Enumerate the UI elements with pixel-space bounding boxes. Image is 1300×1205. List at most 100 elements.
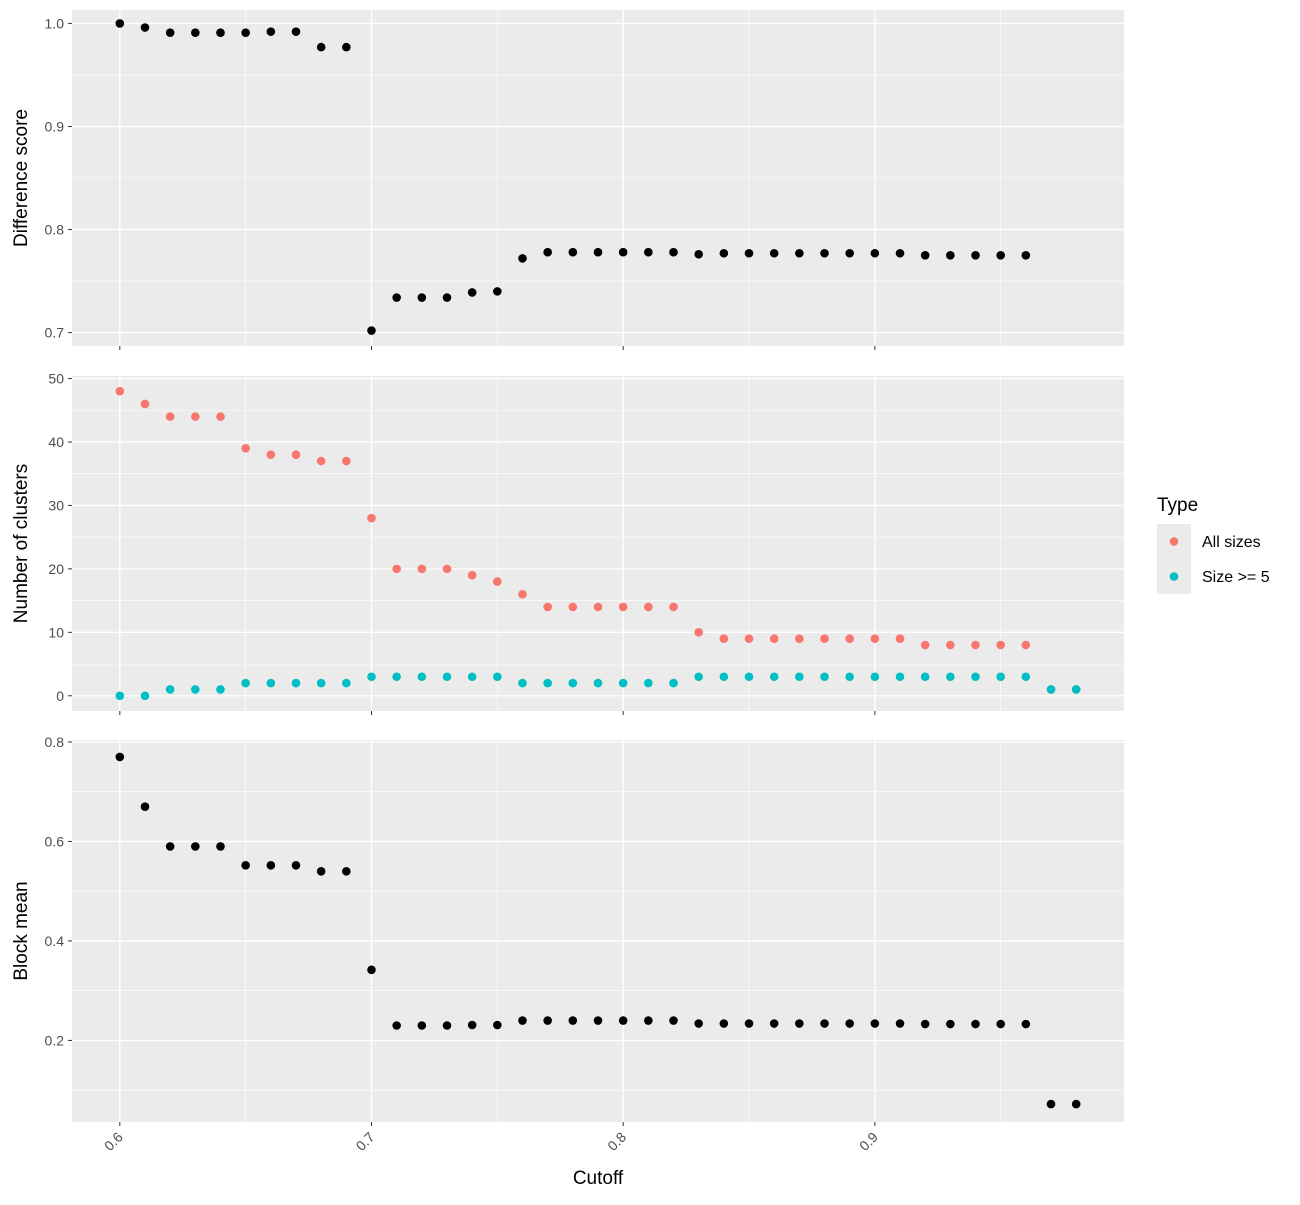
data-point (493, 672, 502, 682)
data-point (1046, 685, 1056, 694)
data-point (543, 247, 552, 257)
data-point (115, 19, 125, 28)
data-point (342, 42, 351, 52)
data-point (644, 1016, 653, 1025)
data-point (971, 251, 980, 260)
data-point (895, 1019, 905, 1028)
data-point (467, 288, 477, 297)
legend-title: Type (1157, 495, 1198, 516)
data-point (920, 640, 930, 650)
data-point (568, 602, 578, 612)
data-point (417, 1021, 427, 1030)
data-point (719, 248, 729, 258)
data-point (795, 672, 804, 682)
data-point (845, 672, 854, 682)
data-point (367, 965, 376, 975)
data-point (1046, 1099, 1056, 1109)
data-point (342, 456, 351, 466)
data-point (946, 1019, 955, 1029)
data-point (568, 1016, 578, 1025)
data-point (971, 640, 980, 650)
data-point (115, 752, 125, 762)
data-point (769, 634, 779, 643)
data-point (895, 672, 905, 682)
y-tick-label: 50 (48, 371, 64, 387)
data-point (266, 27, 276, 36)
data-point (920, 1019, 930, 1029)
data-point (795, 248, 804, 258)
data-point (518, 678, 527, 688)
y-axis-title: Difference score (11, 109, 32, 247)
data-point (795, 634, 804, 643)
data-point (266, 678, 276, 688)
panel-background-2 (72, 376, 1124, 711)
data-point (115, 691, 125, 701)
data-point (996, 1019, 1005, 1029)
data-point (694, 628, 703, 637)
data-point (467, 672, 477, 682)
data-point (543, 678, 552, 688)
data-point (367, 672, 376, 682)
data-point (543, 1016, 552, 1025)
y-tick-label: 0.8 (45, 222, 65, 238)
data-point (568, 678, 578, 688)
data-point (669, 247, 678, 257)
data-point (593, 602, 603, 612)
data-point (845, 248, 854, 258)
data-point (392, 1021, 401, 1030)
data-point (140, 23, 150, 32)
data-point (1021, 640, 1031, 650)
data-point (291, 861, 301, 870)
data-point (342, 867, 351, 876)
data-point (593, 1016, 603, 1025)
data-point (392, 672, 401, 682)
data-point (417, 672, 427, 682)
y-tick-label: 0.8 (45, 734, 65, 750)
data-point (795, 1019, 804, 1028)
data-point (895, 634, 905, 643)
data-point (845, 1019, 854, 1028)
data-point (769, 1019, 779, 1028)
data-point (694, 1019, 703, 1028)
y-tick-label: 0.4 (45, 933, 65, 949)
data-point (593, 247, 603, 257)
data-point (946, 640, 955, 650)
data-point (971, 672, 980, 682)
y-tick-label: 0.7 (45, 325, 65, 341)
y-tick-label: 10 (48, 624, 64, 640)
data-point (618, 678, 628, 688)
data-point (820, 634, 829, 643)
data-point (644, 678, 653, 688)
data-point (467, 570, 477, 580)
data-point (493, 287, 502, 296)
data-point (971, 1019, 980, 1029)
y-tick-label: 0 (56, 688, 64, 704)
data-point (392, 293, 401, 302)
data-point (1021, 251, 1031, 260)
x-tick-label: 0.6 (101, 1129, 126, 1154)
data-point (744, 1019, 754, 1028)
data-point (996, 251, 1005, 260)
data-point (342, 678, 351, 688)
data-point (644, 602, 653, 612)
data-point (316, 456, 326, 466)
data-point (543, 602, 552, 612)
data-point (165, 28, 175, 37)
data-point (140, 399, 150, 409)
data-point (241, 444, 250, 453)
data-point (1071, 1099, 1081, 1109)
data-point (241, 861, 250, 870)
data-point (593, 678, 603, 688)
data-point (216, 685, 225, 694)
data-point (367, 326, 376, 335)
data-point (367, 513, 376, 523)
data-point (191, 412, 200, 421)
data-point (845, 634, 854, 643)
data-point (140, 802, 150, 811)
data-point (191, 685, 200, 694)
data-point (316, 678, 326, 688)
data-point (291, 27, 301, 36)
data-point (996, 640, 1005, 650)
